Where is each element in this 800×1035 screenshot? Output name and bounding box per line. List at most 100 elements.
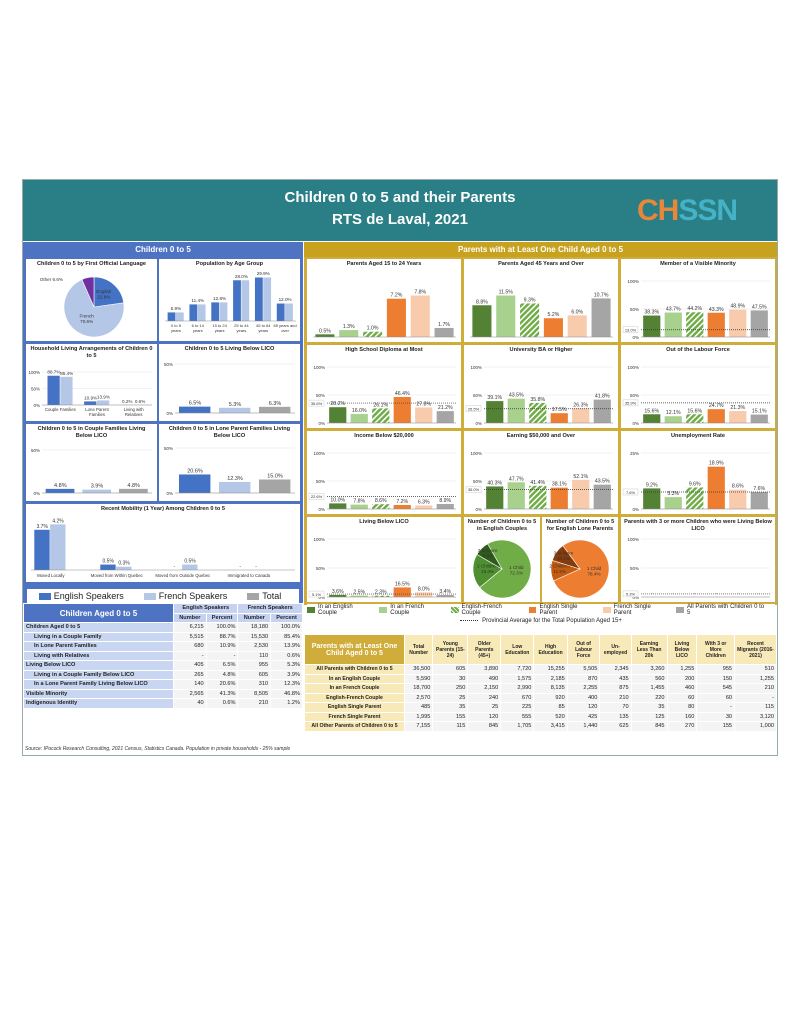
legend-item-all-parents: All Parents with Children 0 to 5 bbox=[676, 604, 769, 616]
bar-hs-diploma-2 bbox=[372, 408, 390, 423]
y-tick-university-0: 0% bbox=[475, 421, 482, 426]
bar-parents-lico-5 bbox=[436, 595, 454, 597]
chart-svg-below-lico: 0% 50% 6.5% 5.3% 6.3% bbox=[164, 362, 295, 416]
children-table-col-2: Number bbox=[237, 612, 272, 623]
bar-income-20k-1 bbox=[350, 504, 368, 509]
panel-earning-50k: Earning $50,000 and Over 0% 50% 100% 40.3% 47… bbox=[464, 431, 618, 514]
bar-label-parents-lico-0: 3.6% bbox=[332, 589, 344, 595]
provincial-label-visible-minority: 13.0% bbox=[625, 328, 637, 333]
section-title-parents: Parents with at Least One Child Aged 0 t… bbox=[304, 242, 777, 257]
x-label-household-0-0: Couple Families bbox=[45, 407, 76, 412]
chart-title-first-language: Children 0 to 5 by First Official Langua… bbox=[36, 261, 147, 267]
children-cell-8-3: 1.2% bbox=[270, 698, 303, 709]
bar-label-aged-45-0: 8.8% bbox=[476, 299, 488, 305]
bar-label-below-lico-2-0: 6.3% bbox=[269, 401, 282, 407]
bar-label-aged-45-1: 11.5% bbox=[499, 290, 514, 296]
panel-parents-lico: Living Below LICO 0% 50% 100% 3.6% 2.5% 2.3% 16… bbox=[307, 517, 461, 602]
children-legend: English Speakers French Speakers Total bbox=[27, 589, 299, 603]
pie-label-children-eng-couples-0-0: 1 Child bbox=[509, 565, 524, 570]
table-row: Indigenous Identity 40 0.6% 210 1.2% bbox=[23, 698, 303, 709]
pie-slice-first-language-0 bbox=[93, 276, 125, 308]
bar-label-lone-lico-2-0: 15.0% bbox=[267, 474, 283, 480]
table-row: Living in a Couple Family Below LICO 265 4… bbox=[23, 669, 303, 680]
pie-label-children-eng-lone-1-1: 11.5% bbox=[553, 569, 566, 574]
bar-visible-minority-2 bbox=[686, 312, 704, 337]
bar-label-hs-diploma-0: 28.2% bbox=[330, 401, 345, 407]
parents-row-label-1: In an English Couple bbox=[304, 673, 405, 684]
y-tick-visible-minority-1: 50% bbox=[630, 307, 639, 312]
legend-item-french: French Speakers bbox=[143, 591, 228, 601]
panel-labour-force: Out of the Labour Force 0% 50% 100% 15.6% 12.… bbox=[621, 345, 775, 428]
panel-couple-lico: Children 0 to 5 in Couple Families Livin… bbox=[26, 424, 157, 501]
children-cell-4-1: 6.5% bbox=[205, 660, 239, 671]
bar-label-parents-lico-3: 16.5% bbox=[395, 581, 410, 587]
parents-table-col-7: Earning Less Than 20k bbox=[630, 634, 668, 665]
bar-income-20k-2 bbox=[372, 504, 390, 509]
bar-label-mobility-2-0: - bbox=[173, 564, 175, 570]
chart-svg-household: 0% 50% 100% 88.7% 85.4% Couple Families 10.9% 1… bbox=[28, 370, 152, 417]
parents-cell-3-2: 240 bbox=[467, 692, 502, 703]
table-row: English Single Parent 485 35 25 225 85 120 70 35… bbox=[304, 702, 777, 713]
chart-svg-couple-lico: 0% 50% 4.8% 3.9% 4.8% bbox=[31, 448, 152, 496]
bar-label-visible-minority-2: 44.2% bbox=[687, 306, 702, 312]
bar-label-unemployment-3: 18.9% bbox=[709, 461, 724, 467]
parents-cell-1-4: 2,185 bbox=[533, 673, 568, 684]
bar-label-household-2-1: 0.6% bbox=[135, 399, 145, 404]
children-row-label-5: Living in a Couple Family Below LICO bbox=[23, 669, 174, 680]
parents-cell-6-1: 115 bbox=[432, 721, 469, 732]
bar-label-earning-50k-5: 43.5% bbox=[595, 479, 610, 485]
provincial-label-income-20k: 22.6% bbox=[311, 494, 323, 499]
bar-label-age-group-1: 11.4% bbox=[191, 298, 204, 303]
bar-income-20k-4 bbox=[415, 505, 433, 509]
panel-first-language: Children 0 to 5 by First Official Langua… bbox=[26, 259, 157, 341]
legend-label-eng-couple: In an English Couple bbox=[317, 604, 353, 616]
pie-label-children-eng-lone-0-0: 1 Child bbox=[587, 566, 602, 571]
bar-label-couple-lico-2-0: 4.8% bbox=[127, 483, 140, 489]
bar-university-2 bbox=[529, 402, 547, 423]
parents-cell-2-2: 2,150 bbox=[467, 683, 502, 694]
y-tick-unemployment-0: 0% bbox=[632, 507, 639, 512]
children-cell-5-1: 4.8% bbox=[205, 669, 239, 680]
table-row: In an French Couple 18,700 250 2,150 2,990 8,… bbox=[304, 683, 777, 694]
pie-label-first-language-1-1: 70.6% bbox=[80, 319, 93, 324]
pie-label-children-eng-couples-0-1: 72.3% bbox=[510, 571, 523, 576]
parents-cell-2-6: 875 bbox=[599, 683, 632, 694]
section-title-children: Children 0 to 5 bbox=[23, 242, 303, 257]
bar-label-three-children-lico-2: - bbox=[694, 591, 696, 597]
provincial-label-unemployment: 7.6% bbox=[626, 490, 636, 495]
y-tick-income-20k-0: 0% bbox=[318, 507, 325, 512]
x-label-age-group-2-0: 15 to 24 bbox=[212, 323, 227, 328]
children-cell-0-1: 100.0% bbox=[205, 622, 239, 633]
provincial-box-three-children-lico bbox=[622, 590, 639, 598]
bar-label-hs-diploma-4: 27.8% bbox=[416, 401, 431, 407]
bar-earning-50k-2 bbox=[529, 485, 547, 509]
bar-label-lone-lico-1-0: 12.3% bbox=[227, 476, 243, 482]
panel-age-group: Population by Age Group 5.9% 0 to 5 years 11… bbox=[159, 259, 300, 341]
children-cell-5-0: 265 bbox=[173, 669, 207, 680]
bar-label-university-0: 39.1% bbox=[487, 395, 502, 401]
children-cell-1-3: 85.4% bbox=[270, 631, 303, 642]
children-cell-2-2: 2,530 bbox=[237, 641, 272, 652]
x-label-age-group-2-1: years bbox=[215, 328, 225, 333]
pie-label-children-eng-lone-0-1: 78.4% bbox=[588, 572, 601, 577]
x-label-age-group-1-0: 6 to 14 bbox=[192, 323, 205, 328]
y-tick-couple-lico-1: 50% bbox=[31, 448, 40, 453]
bar-label-income-20k-4: 6.3% bbox=[418, 499, 430, 505]
bar-label-labour-force-0: 15.6% bbox=[644, 408, 659, 414]
bar-labour-force-1 bbox=[664, 416, 682, 423]
y-tick-parents-lico-2: 100% bbox=[313, 537, 325, 542]
children-cell-3-3: 0.6% bbox=[270, 650, 303, 661]
bar-label-aged-45-3: 5.2% bbox=[548, 312, 560, 318]
pie-slice-first-language-1 bbox=[63, 279, 125, 338]
bar-aged-45-2 bbox=[520, 303, 540, 337]
legend-label-french: French Speakers bbox=[158, 591, 228, 601]
bar-aged-45-5 bbox=[591, 298, 611, 337]
panel-mobility: Recent Mobility (1 Year) Among Children … bbox=[26, 504, 300, 582]
table-row: In Lone Parent Families 680 10.9% 2,530 13.9… bbox=[23, 641, 303, 652]
children-cell-3-1: - bbox=[205, 650, 239, 661]
pie-label-children-eng-couples-1-1: 19.4% bbox=[481, 569, 494, 574]
y-tick-unemployment-1: 25% bbox=[630, 451, 639, 456]
parents-cell-4-8: 80 bbox=[666, 702, 698, 713]
bar-mobility-2-1 bbox=[182, 564, 198, 570]
bar-visible-minority-4 bbox=[729, 309, 747, 337]
